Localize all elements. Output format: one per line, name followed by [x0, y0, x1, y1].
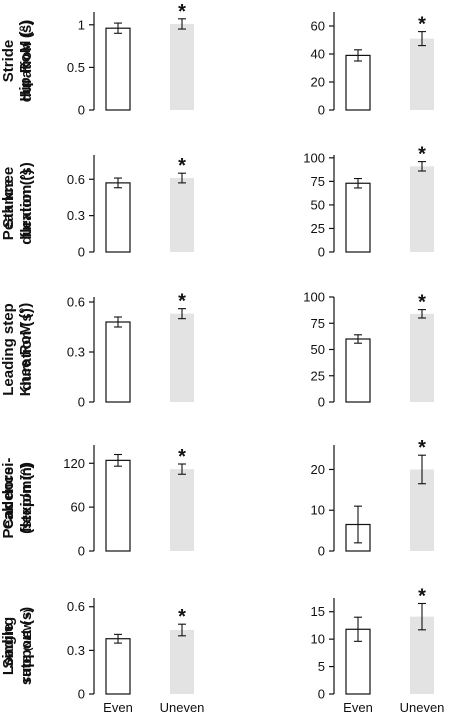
y-axis-label: Peak dorsi- [0, 458, 17, 539]
y-tick-label: 75 [311, 316, 325, 331]
y-axis-unit: (N/BW s) [23, 609, 34, 651]
y-tick-label: 0 [78, 544, 85, 559]
y-axis-label: Loading [0, 617, 17, 675]
y-tick-label: 0.6 [67, 172, 85, 187]
y-axis-label: rate (N/BW s) [18, 609, 35, 682]
y-tick-label: 25 [311, 221, 325, 236]
chart-panel-2: 0 20 40 60 Hip RoM (°) * [17, 12, 434, 118]
bar-uneven [410, 313, 434, 402]
x-category-label: Uneven [160, 700, 205, 715]
x-category-label: Even [103, 700, 133, 715]
bar-even [345, 182, 371, 253]
y-tick-label: 0 [318, 103, 325, 118]
y-tick-label: 0.3 [67, 345, 85, 360]
y-tick-label: 25 [311, 368, 325, 383]
y-axis-label: Stance [0, 179, 17, 228]
significance-star: * [418, 585, 426, 607]
significance-star: * [418, 292, 426, 314]
significance-star: * [178, 606, 186, 628]
chart-panel-4: 0 25 50 75 100 Peak knee flexion (°) * [0, 144, 434, 260]
bar-uneven [170, 178, 194, 252]
y-tick-label: 0.3 [67, 643, 85, 658]
y-tick-label: 0 [318, 687, 325, 702]
y-axis-label: duration (s) [18, 162, 35, 245]
y-axis-label: Knee RoM (°) [17, 303, 34, 397]
significance-star: * [418, 14, 426, 36]
y-axis-label: Peak knee [0, 167, 17, 240]
bar-even [105, 321, 131, 403]
y-tick-label: 0 [78, 245, 85, 260]
y-tick-label: 60 [311, 19, 325, 34]
y-tick-label: 60 [71, 500, 85, 515]
y-tick-label: 0 [78, 103, 85, 118]
y-axis-label: (step/min) [18, 462, 35, 534]
bar-even [105, 27, 131, 111]
y-tick-label: 0.6 [67, 599, 85, 614]
y-tick-label: 0 [78, 395, 85, 410]
y-tick-label: 50 [311, 342, 325, 357]
y-axis-label: Leading step [0, 303, 17, 396]
bar-uneven [170, 23, 194, 110]
chart-panel-10: 0 5 10 15 Loading rate (N/BW s) * Even Uneven [0, 585, 444, 715]
y-tick-label: 100 [303, 290, 325, 305]
significance-star: * [178, 1, 186, 23]
x-category-label: Even [343, 700, 373, 715]
y-tick-label: 0.5 [67, 60, 85, 75]
y-tick-label: 1 [78, 17, 85, 32]
bar-uneven [410, 166, 434, 252]
y-axis-label: Single [0, 623, 17, 668]
significance-star: * [178, 291, 186, 313]
chart-panel-6: 0 25 50 75 100 Knee RoM (°) * [17, 290, 434, 410]
y-tick-label: 20 [311, 75, 325, 90]
bar-even [345, 338, 371, 403]
y-tick-label: 10 [311, 632, 325, 647]
y-tick-label: 5 [318, 659, 325, 674]
chart-panel-5: 0 0.3 0.6 Leading step duration (s) * [0, 291, 194, 410]
chart-panel-3: 0 0.3 0.6 Stance duration (s) * [0, 155, 194, 260]
y-axis-label: Hip RoM (°) [17, 21, 34, 102]
y-tick-label: 75 [311, 174, 325, 189]
chart-panel-9: 0 0.3 0.6 Single support (s) * Even Uneven [0, 598, 204, 715]
y-axis-label: support (s) [18, 607, 35, 685]
y-tick-label: 10 [311, 503, 325, 518]
y-tick-label: 100 [303, 150, 325, 165]
bar-even [345, 54, 371, 111]
bar-uneven [170, 469, 194, 551]
chart-panel-8: 0 10 20 Peak dorsi-flexion (°) * [0, 437, 434, 559]
chart-panel-7: 0 60 120 Cadence (step/min) * [0, 445, 194, 559]
y-tick-label: 0 [318, 544, 325, 559]
bar-even [105, 638, 131, 695]
chart-panel-1: 0 0.5 1 Stride duration (s) * [0, 1, 194, 118]
y-tick-label: 0 [318, 395, 325, 410]
significance-star: * [178, 155, 186, 177]
y-axis-label: duration (s) [18, 20, 35, 103]
y-axis-label: Stride [0, 40, 17, 83]
x-category-label: Uneven [400, 700, 445, 715]
bar-even [105, 182, 131, 253]
bar-even [105, 459, 131, 552]
y-tick-label: 0.3 [67, 208, 85, 223]
bar-uneven [410, 38, 434, 110]
y-tick-label: 0.6 [67, 295, 85, 310]
y-axis-label: flexion (°) [18, 169, 35, 238]
bar-uneven [170, 630, 194, 694]
y-axis-label: Cadence [0, 467, 17, 530]
significance-star: * [418, 437, 426, 459]
y-tick-label: 20 [311, 462, 325, 477]
y-axis-label: flexion (°) [18, 464, 35, 533]
y-tick-label: 0 [318, 245, 325, 260]
y-tick-label: 40 [311, 47, 325, 62]
significance-star: * [418, 144, 426, 166]
y-axis-label: duration (s) [18, 308, 35, 391]
bar-uneven [170, 313, 194, 402]
y-tick-label: 120 [63, 456, 85, 471]
y-tick-label: 0 [78, 687, 85, 702]
significance-star: * [178, 446, 186, 468]
y-tick-label: 15 [311, 604, 325, 619]
y-tick-label: 50 [311, 197, 325, 212]
